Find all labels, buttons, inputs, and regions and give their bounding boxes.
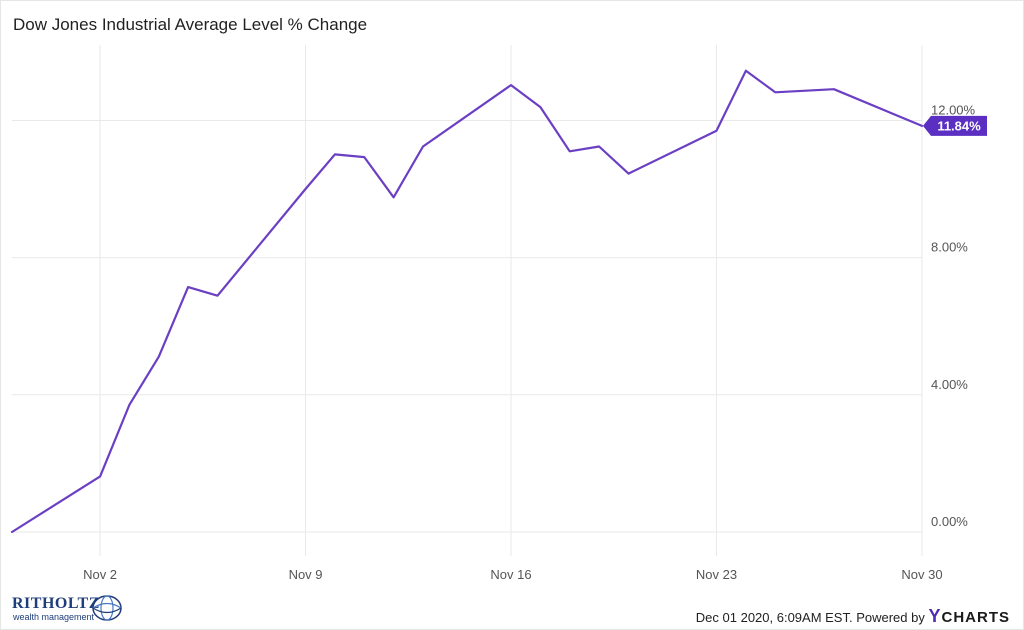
- y-tick-label: 0.00%: [931, 514, 968, 529]
- y-tick-label: 12.00%: [931, 102, 976, 117]
- logo-tagline: wealth management: [13, 612, 95, 622]
- x-tick-label: Nov 2: [83, 567, 117, 582]
- x-tick-label: Nov 16: [490, 567, 531, 582]
- x-tick-label: Nov 9: [289, 567, 323, 582]
- logo-name: RITHOLTZ: [12, 595, 100, 612]
- footer-credit: Dec 01 2020, 6:09AM EST. Powered by YCHA…: [696, 606, 1010, 627]
- series-line: [10, 69, 924, 534]
- ritholtz-logo: RITHOLTZ wealth management: [12, 593, 137, 625]
- footer-timestamp: Dec 01 2020, 6:09AM EST. Powered by: [695, 610, 925, 625]
- y-tick-label: 8.00%: [931, 240, 968, 255]
- last-value-label: 11.84%: [937, 118, 981, 133]
- globe-icon: [92, 595, 122, 621]
- x-tick-label: Nov 30: [901, 567, 942, 582]
- x-tick-label: Nov 23: [696, 567, 737, 582]
- last-value-tag: [923, 115, 987, 136]
- y-tick-label: 4.00%: [931, 377, 968, 392]
- chart-title: Dow Jones Industrial Average Level % Cha…: [13, 15, 368, 34]
- ycharts-brand[interactable]: YCHARTS: [928, 606, 1010, 626]
